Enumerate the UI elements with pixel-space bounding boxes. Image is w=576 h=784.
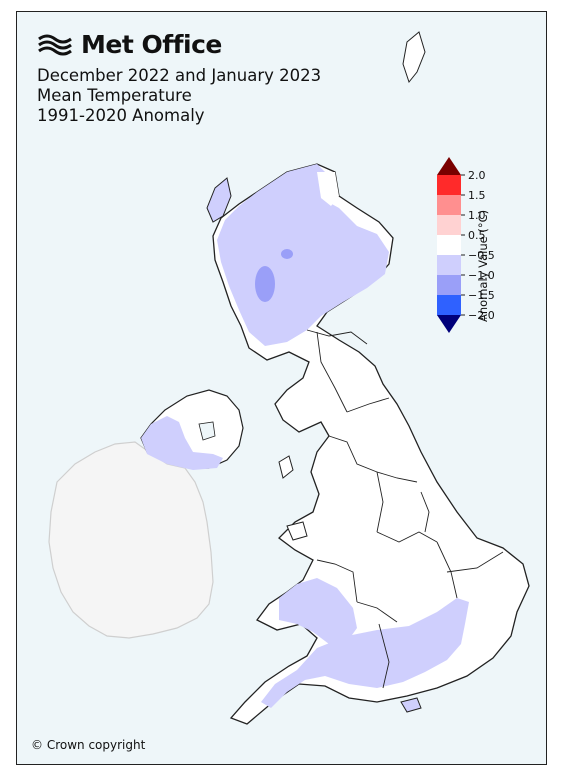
legend-tick-label: 1.0 (468, 209, 486, 222)
title-line1: December 2022 and January 2023 (37, 66, 322, 85)
legend-bin (437, 195, 461, 216)
legend-tick-label: 1.5 (468, 189, 486, 202)
scotland-anomaly-area (217, 164, 389, 346)
legend-bin (437, 215, 461, 236)
isle-of-man (278, 455, 294, 479)
scotland-anomaly-medium (255, 266, 275, 302)
legend-tick-label: −1.5 (468, 289, 495, 302)
outer-hebrides (206, 177, 232, 223)
legend-label: Anomaly Value (°C) (476, 209, 490, 322)
legend-tick-label: 0.5 (468, 229, 486, 242)
copyright-text: © Crown copyright (31, 738, 146, 752)
title-line2: Mean Temperature (37, 86, 192, 105)
anglesey (286, 521, 308, 541)
ireland-landmass (48, 441, 214, 639)
region-borders (306, 329, 504, 689)
map-frame: Met Office December 2022 and January 202… (16, 11, 547, 765)
ni-anomaly-area (141, 416, 223, 470)
legend-bin (437, 275, 461, 296)
scotland-white-area (317, 172, 339, 206)
isle-of-wight (400, 697, 422, 713)
map-title: December 2022 and January 2023 Mean Temp… (37, 66, 321, 126)
legend-arrow-bottom (437, 315, 461, 333)
legend-tick-label: −2.0 (468, 309, 495, 322)
legend-tick-label: −0.5 (468, 249, 495, 262)
met-office-swirl-icon (38, 34, 72, 55)
ni-lough (198, 421, 216, 441)
brand: Met Office (37, 30, 222, 59)
legend-bin (437, 255, 461, 276)
south-england-anomaly-area (261, 598, 469, 708)
legend-bin (437, 295, 461, 316)
legend-arrow-top (437, 157, 461, 175)
legend-tick-label: 2.0 (468, 169, 486, 182)
title-line3: 1991-2020 Anomaly (37, 106, 205, 125)
highlands-anomaly-medium (281, 249, 293, 259)
legend-bin (437, 175, 461, 196)
legend-bin (437, 235, 461, 256)
brand-name: Met Office (81, 30, 222, 59)
wales-anomaly-area (279, 578, 357, 644)
orkney-shetland (402, 31, 426, 84)
colorbar-legend: 2.0 1.5 1.0 0.5 −0.5 −1.0 −1.5 −2.0 (437, 157, 495, 333)
uk-map (48, 31, 530, 725)
legend-tick-label: −1.0 (468, 269, 495, 282)
